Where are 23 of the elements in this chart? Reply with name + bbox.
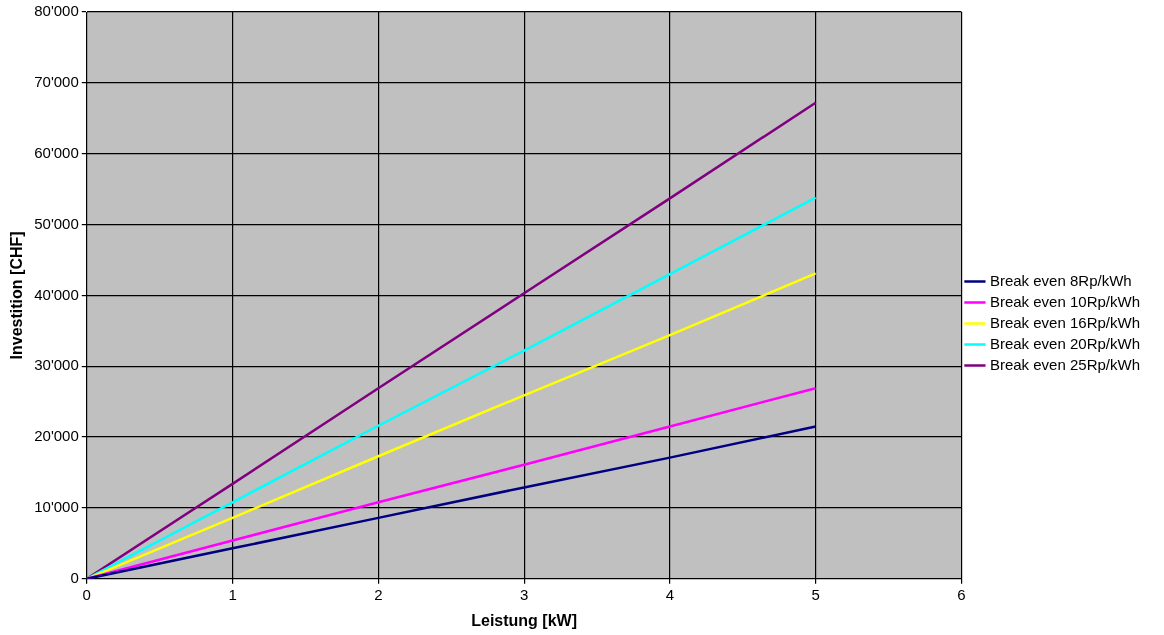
x-tick-label: 2 <box>374 585 383 603</box>
y-tick-label: 50'000 <box>34 214 79 232</box>
legend-label: Break even 10Rp/kWh <box>989 292 1140 310</box>
y-tick-label: 20'000 <box>34 427 79 445</box>
y-tick-label: 30'000 <box>34 356 79 374</box>
y-tick-label: 70'000 <box>34 72 79 90</box>
y-axis-title: Investition [CHF] <box>8 231 26 360</box>
y-tick-label: 60'000 <box>34 143 79 161</box>
x-tick-label: 1 <box>228 585 237 603</box>
y-tick-label: 0 <box>70 568 79 586</box>
x-tick-label: 6 <box>957 585 966 603</box>
legend-label: Break even 20Rp/kWh <box>989 334 1140 352</box>
x-tick-label: 3 <box>519 585 529 603</box>
x-axis-title: Leistung [kW] <box>471 611 577 629</box>
y-tick-label: 10'000 <box>34 498 79 516</box>
legend-label: Break even 25Rp/kWh <box>989 355 1140 373</box>
x-tick-label: 0 <box>82 585 91 603</box>
legend-label: Break even 16Rp/kWh <box>989 313 1140 331</box>
x-tick-label: 4 <box>665 585 675 603</box>
y-tick-label: 80'000 <box>34 2 79 20</box>
x-tick-label: 5 <box>811 585 820 603</box>
y-tick-label: 40'000 <box>34 285 79 303</box>
legend-label: Break even 8Rp/kWh <box>989 271 1132 289</box>
